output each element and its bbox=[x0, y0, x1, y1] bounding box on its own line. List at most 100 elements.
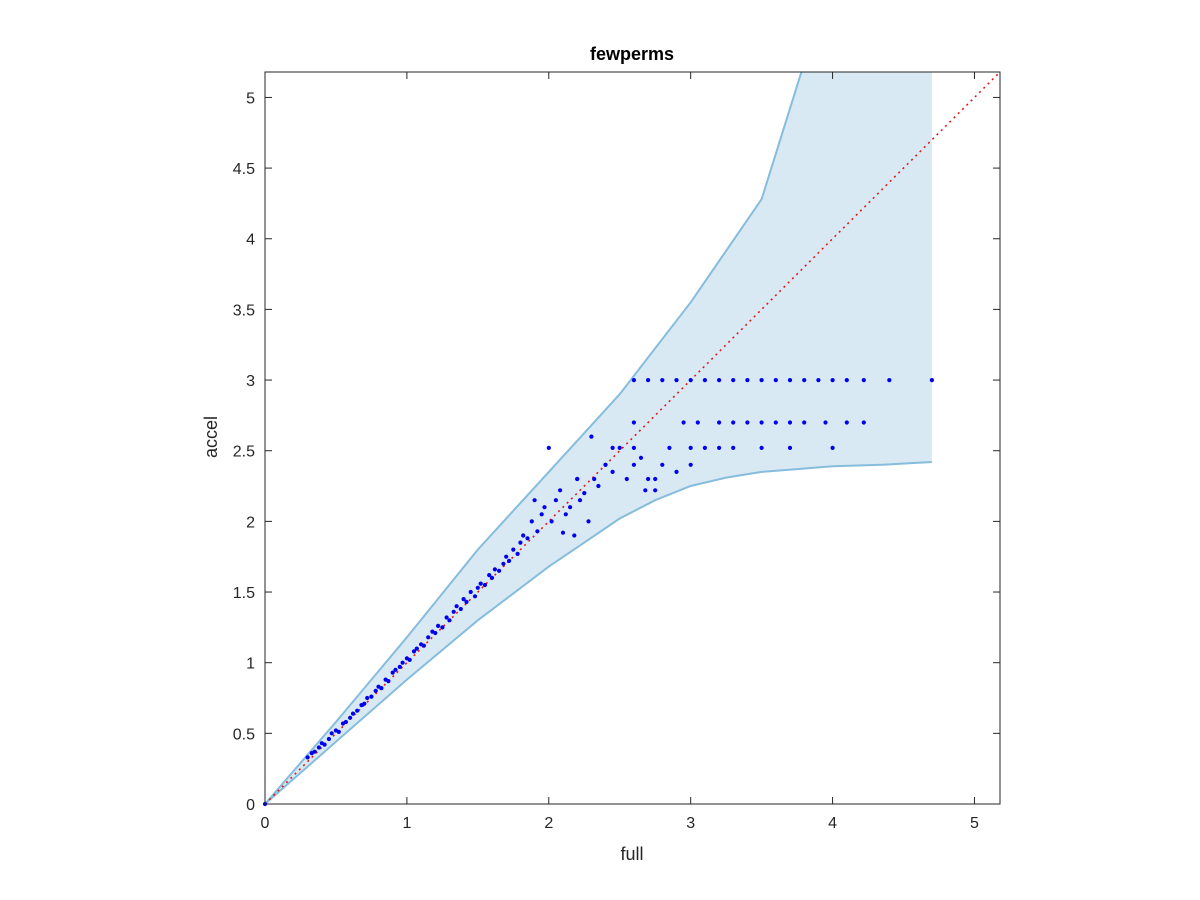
data-point bbox=[475, 585, 480, 590]
x-tick-label: 3 bbox=[686, 815, 695, 832]
data-point bbox=[638, 455, 644, 460]
data-point bbox=[546, 445, 551, 450]
data-point bbox=[355, 708, 360, 713]
data-point bbox=[717, 445, 722, 450]
data-point bbox=[745, 378, 750, 383]
data-point bbox=[695, 420, 700, 425]
data-point bbox=[592, 476, 597, 482]
data-point bbox=[542, 505, 547, 510]
x-tick-label: 5 bbox=[970, 815, 979, 832]
data-point bbox=[504, 554, 509, 559]
y-tick-label: 1 bbox=[246, 656, 255, 673]
data-point bbox=[688, 462, 693, 467]
data-point bbox=[393, 667, 398, 672]
data-point bbox=[461, 597, 466, 602]
axes-box bbox=[264, 71, 1001, 805]
data-point bbox=[929, 378, 935, 383]
data-point bbox=[586, 519, 591, 524]
data-point bbox=[316, 745, 321, 750]
band-upper-edge bbox=[264, 71, 803, 805]
reference-line bbox=[264, 71, 1001, 805]
data-point bbox=[773, 420, 778, 425]
data-point bbox=[802, 378, 807, 383]
data-point bbox=[887, 378, 892, 383]
y-tick-label: 4.5 bbox=[233, 161, 255, 178]
plot-area: 0 1 2 3 4 5 0 0.5 1 1.5 2 2.5 3 3.5 4 4.5 5 bbox=[233, 71, 1001, 832]
data-point bbox=[589, 434, 594, 439]
data-point bbox=[454, 604, 459, 609]
data-point bbox=[610, 469, 615, 474]
data-point bbox=[603, 462, 608, 467]
data-point bbox=[823, 420, 828, 425]
data-point bbox=[343, 719, 348, 725]
data-point bbox=[861, 420, 866, 425]
data-point bbox=[773, 378, 778, 383]
data-point bbox=[440, 625, 445, 630]
data-point bbox=[511, 547, 516, 552]
data-point bbox=[535, 529, 540, 534]
data-point bbox=[468, 589, 473, 595]
data-point bbox=[717, 378, 722, 383]
data-point bbox=[745, 420, 750, 425]
data-point bbox=[525, 536, 530, 541]
data-point bbox=[660, 378, 665, 383]
y-tick-label: 0.5 bbox=[233, 726, 255, 743]
x-tick-label: 4 bbox=[828, 815, 837, 832]
data-point bbox=[653, 488, 658, 493]
data-point bbox=[787, 420, 793, 425]
data-point bbox=[617, 445, 622, 450]
data-point bbox=[373, 688, 378, 694]
data-point bbox=[759, 378, 764, 383]
data-point bbox=[433, 630, 438, 636]
y-tick-label: 4 bbox=[246, 232, 255, 249]
data-point bbox=[681, 420, 686, 425]
data-point bbox=[326, 736, 331, 742]
data-point bbox=[421, 643, 426, 648]
data-point bbox=[830, 445, 835, 450]
data-point bbox=[478, 581, 483, 586]
data-point bbox=[436, 623, 441, 629]
data-point bbox=[407, 657, 412, 663]
y-axis-label: accel bbox=[201, 416, 221, 458]
data-point bbox=[844, 420, 849, 425]
data-point bbox=[444, 615, 449, 620]
data-point bbox=[305, 755, 310, 760]
data-point bbox=[507, 558, 512, 564]
x-axis-label: full bbox=[620, 844, 643, 864]
data-point bbox=[362, 701, 367, 706]
data-point bbox=[759, 445, 764, 450]
data-point bbox=[646, 378, 651, 383]
data-point bbox=[624, 476, 629, 482]
data-point bbox=[464, 599, 469, 605]
data-point bbox=[575, 476, 580, 482]
data-point bbox=[560, 530, 566, 535]
y-tick-label: 1.5 bbox=[233, 585, 255, 602]
data-point bbox=[631, 462, 637, 467]
data-point bbox=[515, 551, 520, 557]
data-point bbox=[350, 711, 356, 716]
data-point bbox=[631, 445, 637, 450]
data-point bbox=[731, 420, 736, 425]
data-point bbox=[572, 533, 577, 538]
data-point bbox=[553, 498, 559, 503]
data-point bbox=[731, 445, 736, 450]
data-point bbox=[426, 635, 431, 640]
data-point bbox=[610, 445, 615, 450]
data-point bbox=[549, 519, 554, 524]
data-point bbox=[447, 618, 452, 623]
data-point bbox=[558, 488, 563, 493]
data-point bbox=[577, 498, 583, 503]
data-point bbox=[861, 378, 866, 383]
data-point bbox=[312, 749, 317, 754]
chart-title: fewperms bbox=[590, 44, 674, 64]
data-point bbox=[688, 445, 693, 450]
y-tick-label: 2.5 bbox=[233, 444, 255, 461]
band-fill bbox=[265, 72, 932, 804]
x-tick-label: 1 bbox=[402, 815, 411, 832]
data-point bbox=[411, 649, 417, 654]
data-point bbox=[667, 445, 672, 450]
data-point bbox=[631, 420, 637, 425]
y-tick-label: 5 bbox=[246, 90, 255, 107]
data-point bbox=[731, 378, 736, 383]
